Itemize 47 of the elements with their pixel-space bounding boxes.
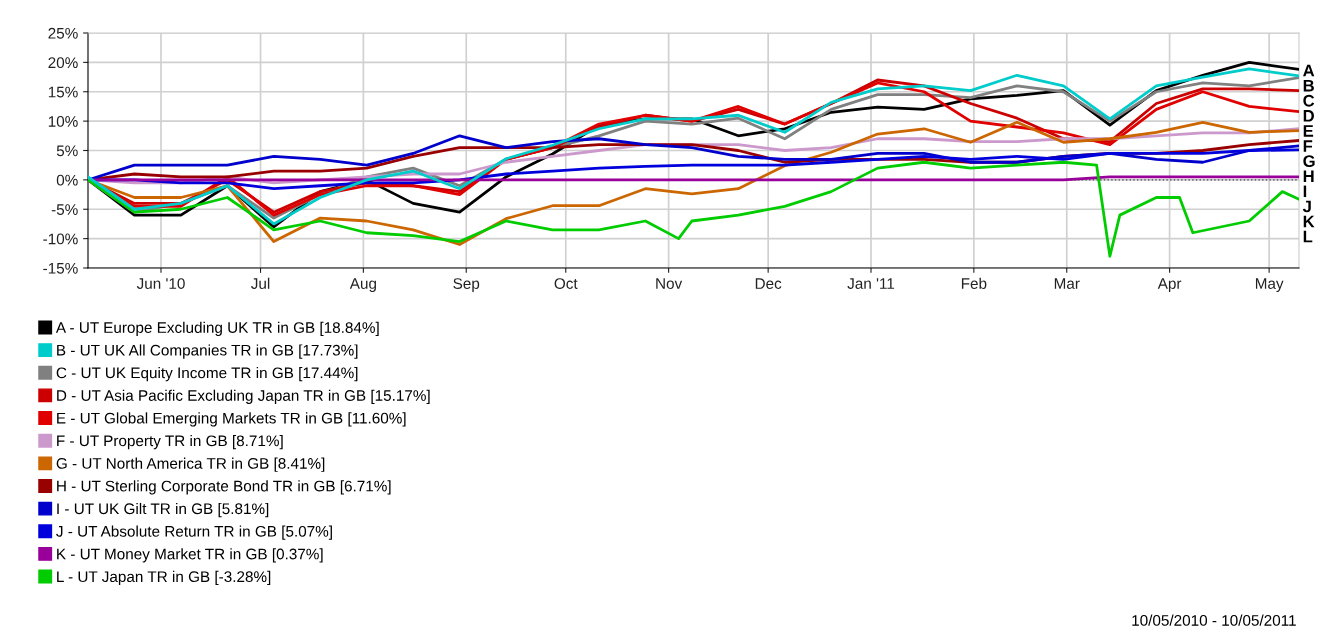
text: A [1303,64,1315,77]
text: L [1303,230,1313,243]
y-tick-label: 5% [56,145,78,157]
text: K [1303,215,1315,228]
text: E [1303,125,1314,137]
legend-label: B - UT UK All Companies TR in GB [17.73%] [57,344,358,359]
y-tick-label: -5% [51,204,78,215]
y-tick-label: -15% [43,262,78,274]
legend-label: H - UT Sterling Corporate Bond TR in GB [6.71%] [57,480,391,495]
line-series [88,160,1299,258]
text: F [1303,140,1313,152]
x-tick-label: Dec [755,278,782,289]
x-tick-label: May [1255,278,1284,292]
x-tick-label: Mar [1054,278,1080,289]
legend-label: L - UT Japan TR in GB [-3.28%] [57,570,271,586]
x-tick-label: Sep [453,278,480,292]
x-tick-label: Oct [554,278,578,289]
text: 10/05/2010 - 10/05/2011 [1132,614,1296,626]
legend-label: E - UT Global Emerging Markets TR in GB [11.60%] [57,412,406,427]
y-tick-label: 15% [48,86,78,98]
y-tick-label: 0% [56,174,78,186]
x-tick-label: Jul [251,277,270,289]
text: B [1303,79,1314,92]
y-tick-label: 10% [48,115,78,127]
legend-label: I - UT UK Gilt TR in GB [5.81%] [57,502,269,518]
legend-label: A - UT Europe Excluding UK TR in GB [18.84%] [55,321,379,336]
legend-label: G - UT North America TR in GB [8.41%] [56,457,325,472]
legend-label: D - UT Asia Pacific Excluding Japan TR in GB [15.17%] [57,389,430,404]
text: I [1303,185,1307,198]
x-tick-label: Aug [349,278,376,292]
text: J [1302,200,1311,213]
legend-label: K - UT Money Market TR in GB [0.37%] [57,548,323,563]
x-tick-label: Feb [961,277,987,289]
text: G [1303,155,1315,168]
legend-label: C - UT UK Equity Income TR in GB [17.44%] [56,367,358,382]
x-tick-label: Jan '11 [847,278,895,289]
legend-label: J - UT Absolute Return TR in GB [5.07%] [56,525,332,540]
y-tick-label: 25% [48,27,78,39]
x-tick-label: Apr [1157,278,1182,292]
legend-label: F - UT Property TR in GB [8.71%] [57,434,283,450]
y-tick-label: 20% [48,57,78,69]
y-tick-label: -10% [43,233,78,245]
text: C [1303,94,1315,107]
text: D [1303,110,1314,122]
x-tick-label: Jun '10 [136,278,185,289]
x-tick-label: Nov [656,278,683,289]
text: H [1303,170,1314,182]
